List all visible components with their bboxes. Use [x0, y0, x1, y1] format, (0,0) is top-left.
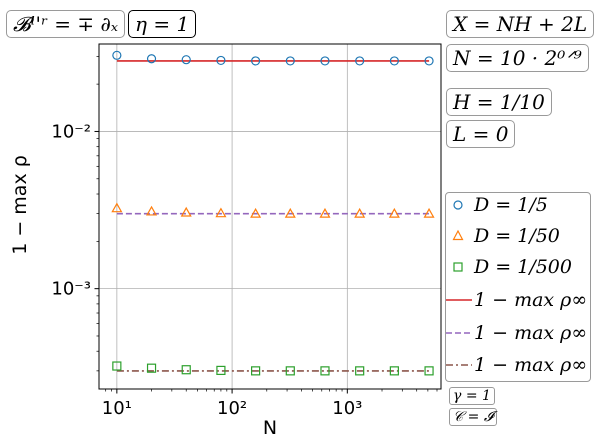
legend-item-d-1-500: D = 1/500 — [446, 255, 596, 279]
h-definition-annotation: H = 1/10 — [446, 88, 552, 116]
data-point-circle — [320, 56, 330, 66]
data-point-circle — [424, 56, 434, 66]
legend-item-d-1-50: D = 1/50 — [446, 224, 596, 248]
eta-annotation: η = 1 — [128, 10, 197, 38]
data-point-triangle — [284, 207, 296, 218]
series-markers — [111, 50, 435, 376]
data-point-triangle — [215, 207, 227, 218]
axis-ticks: 10¹ 10² 10³ 10⁻² 10⁻³ — [51, 56, 438, 419]
data-point-triangle — [423, 207, 435, 218]
legend-label: 1 − max ρ∞ — [474, 322, 588, 344]
legend-label: D = 1/500 — [474, 256, 572, 278]
gamma-annotation: γ = 1 — [449, 387, 495, 405]
data-point-circle — [285, 56, 295, 66]
data-point-square — [251, 366, 261, 376]
data-point-square — [355, 366, 365, 376]
legend-item-d-1-5: D = 1/5 — [446, 193, 596, 217]
data-point-square — [320, 366, 330, 376]
data-point-square — [112, 361, 122, 371]
legend-item-limit-solid: 1 − max ρ∞ — [446, 288, 596, 312]
y-axis-label: 1 − max ρ — [9, 155, 31, 255]
data-point-square — [424, 366, 434, 376]
data-point-circle — [216, 55, 226, 66]
legend-marker-circle — [453, 200, 463, 210]
data-point-triangle — [146, 205, 158, 216]
series-lines — [116, 60, 430, 372]
l-definition-annotation: L = 0 — [446, 120, 516, 148]
operator-annotation: 𝓑ˡ'ʳ = ∓ ∂ₓ — [6, 10, 125, 38]
legend-label: D = 1/5 — [474, 194, 548, 216]
data-point-square — [389, 366, 399, 376]
plot-frame — [98, 43, 442, 390]
data-point-triangle — [180, 206, 192, 217]
legend-line-dashdot — [446, 364, 472, 366]
data-point-square — [146, 363, 157, 373]
data-point-square — [181, 365, 191, 375]
data-point-circle — [146, 54, 157, 64]
data-point-triangle — [250, 207, 262, 218]
legend: D = 1/5 D = 1/50 D = 1/500 1 − max ρ∞ 1 … — [445, 192, 591, 382]
data-point-circle — [181, 55, 191, 65]
legend-item-limit-dashed: 1 − max ρ∞ — [446, 321, 596, 345]
data-point-triangle — [354, 207, 366, 218]
n-definition-annotation: N = 10 · 2⁰ᐟ⁹ — [446, 44, 589, 72]
legend-label: 1 − max ρ∞ — [474, 289, 588, 311]
x-axis-label: N — [263, 417, 277, 439]
data-point-triangle — [319, 207, 331, 218]
legend-line-solid — [446, 299, 472, 301]
data-point-square — [285, 366, 295, 376]
legend-line-dashed — [446, 332, 472, 334]
data-point-triangle — [111, 202, 123, 213]
data-point-triangle — [388, 207, 400, 218]
legend-marker-square — [453, 262, 463, 272]
legend-item-limit-dashdot: 1 − max ρ∞ — [446, 353, 596, 377]
x-tick-label: 10³ — [332, 398, 362, 419]
legend-label: D = 1/50 — [474, 225, 560, 247]
data-point-circle — [251, 56, 261, 66]
x-definition-annotation: X = NH + 2L — [446, 10, 595, 38]
legend-marker-triangle — [452, 229, 464, 241]
data-point-circle — [112, 50, 122, 60]
x-tick-label: 10¹ — [102, 398, 132, 419]
data-point-circle — [355, 56, 365, 66]
data-point-square — [216, 365, 226, 376]
grid — [99, 44, 441, 389]
y-tick-label: 10⁻² — [51, 121, 91, 142]
data-point-circle — [389, 56, 399, 66]
y-tick-label: 10⁻³ — [51, 279, 91, 300]
c-definition-annotation: 𝒞 = 𝓘 — [449, 408, 498, 426]
x-tick-label: 10² — [217, 398, 247, 419]
legend-label: 1 − max ρ∞ — [474, 354, 588, 376]
